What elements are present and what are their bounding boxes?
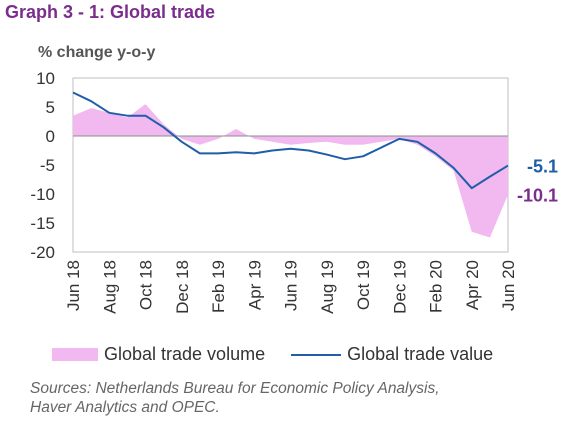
x-tick-label: Apr 20: [463, 260, 482, 310]
x-tick-label: Jun 20: [499, 260, 518, 311]
legend-swatch-value: [291, 353, 342, 356]
x-tick-label: Dec 19: [390, 260, 409, 314]
end-label-value: -5.1: [527, 157, 558, 177]
chart-legend: Global trade volume Global trade value: [52, 344, 493, 365]
chart-source-note: Sources: Netherlands Bureau for Economic…: [30, 379, 570, 417]
y-axis-unit-label: % change y-o-y: [38, 44, 156, 61]
y-tick-label: -10: [30, 185, 55, 204]
x-tick-label: Feb 20: [427, 260, 446, 313]
series-line-value: [72, 91, 509, 190]
x-tick-label: Jun 19: [282, 260, 301, 311]
x-tick-label: Dec 18: [173, 260, 192, 314]
x-tick-label: Oct 18: [137, 260, 156, 310]
series-area-volume: [73, 104, 508, 238]
x-tick-label: Feb 19: [209, 260, 228, 313]
x-tick-label: Apr 19: [245, 260, 264, 310]
y-tick-label: -20: [30, 243, 55, 262]
y-tick-label: -5: [40, 156, 55, 175]
plot-frame: [72, 77, 509, 253]
y-tick-label: 5: [46, 98, 55, 117]
x-tick-label: Aug 19: [318, 260, 337, 314]
x-tick-label: Jun 18: [64, 260, 83, 311]
source-line-2: Haver Analytics and OPEC.: [30, 399, 220, 416]
x-tick-label: Aug 18: [100, 260, 119, 314]
y-tick-label: 10: [36, 69, 55, 88]
y-tick-label: 0: [46, 127, 55, 146]
trade-chart: 10 5 0 -5 -10 -15 -20 Jun 18 Aug 18 Oct 18 Dec 18 F…: [30, 69, 558, 314]
source-line-1: Sources: Netherlands Bureau for Economic…: [30, 380, 440, 397]
end-label-volume: -10.1: [517, 186, 558, 206]
legend-label-volume: Global trade volume: [104, 344, 266, 364]
x-tick-label: Oct 19: [354, 260, 373, 310]
chart-title: Graph 3 - 1: Global trade: [5, 2, 216, 22]
y-tick-label: -15: [30, 214, 55, 233]
legend-label-value: Global trade value: [347, 344, 494, 364]
legend-swatch-volume: [52, 348, 98, 361]
